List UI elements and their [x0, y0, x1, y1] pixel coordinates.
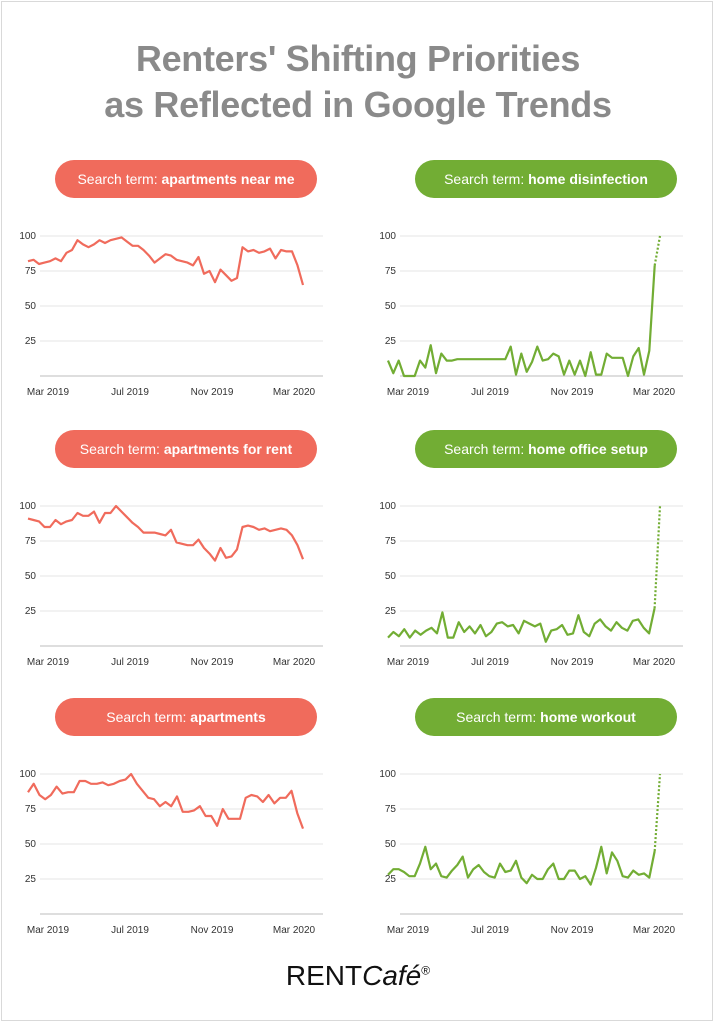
x-tick-label: Nov 2019 — [191, 387, 234, 398]
pill-prefix: Search term: — [444, 441, 529, 457]
search-term-pill: Search term: apartments near me — [55, 160, 317, 198]
pill-term: home office setup — [528, 441, 648, 457]
x-tick-label: Mar 2020 — [633, 925, 676, 936]
y-tick-label: 100 — [379, 501, 396, 512]
series-line — [27, 236, 305, 286]
x-tick-label: Nov 2019 — [191, 925, 234, 936]
pill-prefix: Search term: — [77, 171, 162, 187]
x-tick-label: Mar 2019 — [27, 657, 70, 668]
y-tick-label: 75 — [25, 266, 37, 277]
search-term-pill: Search term: home workout — [415, 698, 677, 736]
logo-text: RENT — [285, 960, 363, 991]
y-tick-label: 25 — [25, 874, 37, 885]
y-tick-label: 100 — [19, 501, 36, 512]
search-term-pill: Search term: home office setup — [415, 430, 677, 468]
y-tick-label: 50 — [25, 839, 37, 850]
x-tick-label: Nov 2019 — [191, 657, 234, 668]
x-tick-label: Jul 2019 — [471, 387, 509, 398]
x-tick-label: Nov 2019 — [551, 925, 594, 936]
pill-term: apartments for rent — [163, 441, 293, 457]
y-tick-label: 25 — [25, 336, 37, 347]
y-tick-label: 50 — [385, 571, 397, 582]
series-line-projection — [653, 505, 662, 609]
series-line — [387, 607, 656, 643]
chart-panel-apartments: Search term: apartments 100 75 50 25 Mar 201… — [18, 698, 338, 946]
pill-prefix: Search term: — [79, 441, 164, 457]
logo-italic: Café — [362, 960, 422, 991]
chart-panel-home-workout: Search term: home workout 100 75 50 25 Mar 2… — [378, 698, 698, 946]
x-tick-label: Mar 2020 — [273, 387, 316, 398]
x-tick-label: Mar 2019 — [387, 925, 430, 936]
y-tick-label: 25 — [385, 336, 397, 347]
y-tick-label: 75 — [25, 536, 37, 547]
x-tick-label: Nov 2019 — [551, 657, 594, 668]
y-tick-label: 25 — [385, 874, 397, 885]
title-line-1: Renters' Shifting Priorities — [135, 38, 581, 79]
y-tick-label: 25 — [25, 606, 37, 617]
pill-term: apartments — [190, 709, 266, 725]
search-term-pill: Search term: apartments — [55, 698, 317, 736]
line-chart: 100 75 50 25 Mar 2019 Jul 2019 Nov 2019 Mar 202… — [19, 501, 323, 668]
y-tick-label: 25 — [385, 606, 397, 617]
y-tick-label: 100 — [379, 769, 396, 780]
x-tick-label: Mar 2019 — [27, 925, 70, 936]
y-tick-label: 50 — [385, 301, 397, 312]
x-tick-label: Mar 2019 — [387, 657, 430, 668]
infographic-title: Renters' Shifting Priorities as Reflecte… — [0, 36, 716, 128]
pill-term: home workout — [540, 709, 636, 725]
y-tick-label: 100 — [19, 769, 36, 780]
y-tick-label: 75 — [385, 536, 397, 547]
series-line-projection — [653, 235, 662, 266]
series-line — [27, 772, 305, 829]
x-tick-label: Mar 2020 — [273, 925, 316, 936]
chart-panel-home-disinfection: Search term: home disinfection 100 75 50 25… — [378, 160, 698, 408]
search-term-pill: Search term: home disinfection — [415, 160, 677, 198]
x-tick-label: Mar 2020 — [273, 657, 316, 668]
x-tick-label: Nov 2019 — [551, 387, 594, 398]
title-line-2: as Reflected in Google Trends — [104, 84, 612, 125]
rentcafe-logo: RENTCafé® — [0, 960, 716, 992]
x-tick-label: Mar 2019 — [387, 387, 430, 398]
pill-prefix: Search term: — [456, 709, 541, 725]
y-tick-label: 50 — [25, 571, 37, 582]
y-tick-label: 100 — [19, 231, 36, 242]
y-tick-label: 100 — [379, 231, 396, 242]
series-line — [386, 265, 656, 378]
x-tick-label: Mar 2019 — [27, 387, 70, 398]
x-tick-label: Mar 2020 — [633, 657, 676, 668]
y-tick-label: 50 — [385, 839, 397, 850]
x-tick-label: Jul 2019 — [471, 657, 509, 668]
x-tick-label: Mar 2020 — [633, 387, 676, 398]
pill-term: home disinfection — [528, 171, 648, 187]
logo-registered-mark: ® — [421, 963, 431, 978]
chart-panel-home-office-setup: Search term: home office setup 100 75 50 25… — [378, 430, 698, 678]
x-tick-label: Jul 2019 — [111, 657, 149, 668]
line-chart: 100 75 50 25 Mar 2019 Jul 2019 Nov 2019 Mar 202… — [379, 231, 683, 398]
chart-panel-apartments-for-rent: Search term: apartments for rent 100 75 50… — [18, 430, 338, 678]
x-tick-label: Jul 2019 — [111, 387, 149, 398]
line-chart: 100 75 50 25 Mar 2019 Jul 2019 Nov 2019 Mar 202… — [19, 231, 323, 398]
pill-term: apartments near me — [161, 171, 295, 187]
pill-prefix: Search term: — [106, 709, 191, 725]
line-chart: 100 75 50 25 Mar 2019 Jul 2019 Nov 2019 Mar 202… — [379, 769, 683, 936]
y-tick-label: 75 — [385, 804, 397, 815]
series-line-projection — [653, 773, 662, 852]
pill-prefix: Search term: — [444, 171, 529, 187]
series-line — [27, 504, 305, 562]
chart-panel-apartments-near-me: Search term: apartments near me 100 75 50 2… — [18, 160, 338, 408]
y-tick-label: 75 — [25, 804, 37, 815]
y-tick-label: 75 — [385, 266, 397, 277]
series-line — [387, 845, 656, 886]
search-term-pill: Search term: apartments for rent — [55, 430, 317, 468]
x-tick-label: Jul 2019 — [111, 925, 149, 936]
line-chart: 100 75 50 25 Mar 2019 Jul 2019 Nov 2019 Mar 202… — [19, 769, 323, 936]
x-tick-label: Jul 2019 — [471, 925, 509, 936]
y-tick-label: 50 — [25, 301, 37, 312]
line-chart: 100 75 50 25 Mar 2019 Jul 2019 Nov 2019 Mar 202… — [379, 501, 683, 668]
